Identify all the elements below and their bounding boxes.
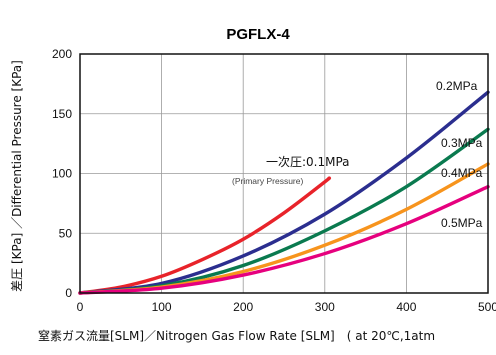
primary-pressure-annotation: 一次圧:0.1MPa (266, 155, 350, 169)
series-labels: 0.2MPa 0.3MPa 0.4MPa 0.5MPa (436, 79, 483, 230)
x-tick-label: 0 (77, 300, 84, 314)
y-tick-label: 150 (52, 107, 72, 121)
series-line-0-1mpa (78, 176, 332, 295)
x-tick-label: 100 (152, 300, 172, 314)
x-tick-label: 300 (315, 300, 335, 314)
x-tick-label: 400 (396, 300, 416, 314)
series-lines (78, 90, 490, 295)
y-tick-label: 0 (65, 286, 72, 300)
y-tick-label: 100 (52, 167, 72, 181)
x-tick-label: 200 (233, 300, 253, 314)
series-label-0-4mpa: 0.4MPa (441, 166, 483, 180)
x-axis-label: 窒素ガス流量[SLM]／Nitrogen Gas Flow Rate [SLM]… (38, 328, 435, 343)
primary-pressure-subtitle: (Primary Pressure) (232, 176, 303, 186)
y-tick-label: 200 (52, 47, 72, 61)
chart-title: PGFLX-4 (226, 26, 290, 43)
series-label-0-2mpa: 0.2MPa (436, 79, 478, 93)
series-label-0-3mpa: 0.3MPa (441, 136, 483, 150)
y-tick-label: 50 (59, 226, 73, 240)
tick-labels: 0 100 200 300 400 500 0 50 100 150 200 (52, 47, 496, 314)
series-line-0-5mpa (78, 184, 490, 295)
y-axis-label: 差圧 [KPa] ／Differential Pressure [KPa] (10, 60, 24, 292)
series-label-0-5mpa: 0.5MPa (441, 216, 483, 230)
series-line-0-2mpa (78, 90, 490, 295)
x-tick-label: 500 (478, 300, 496, 314)
plot-frame (79, 53, 489, 294)
